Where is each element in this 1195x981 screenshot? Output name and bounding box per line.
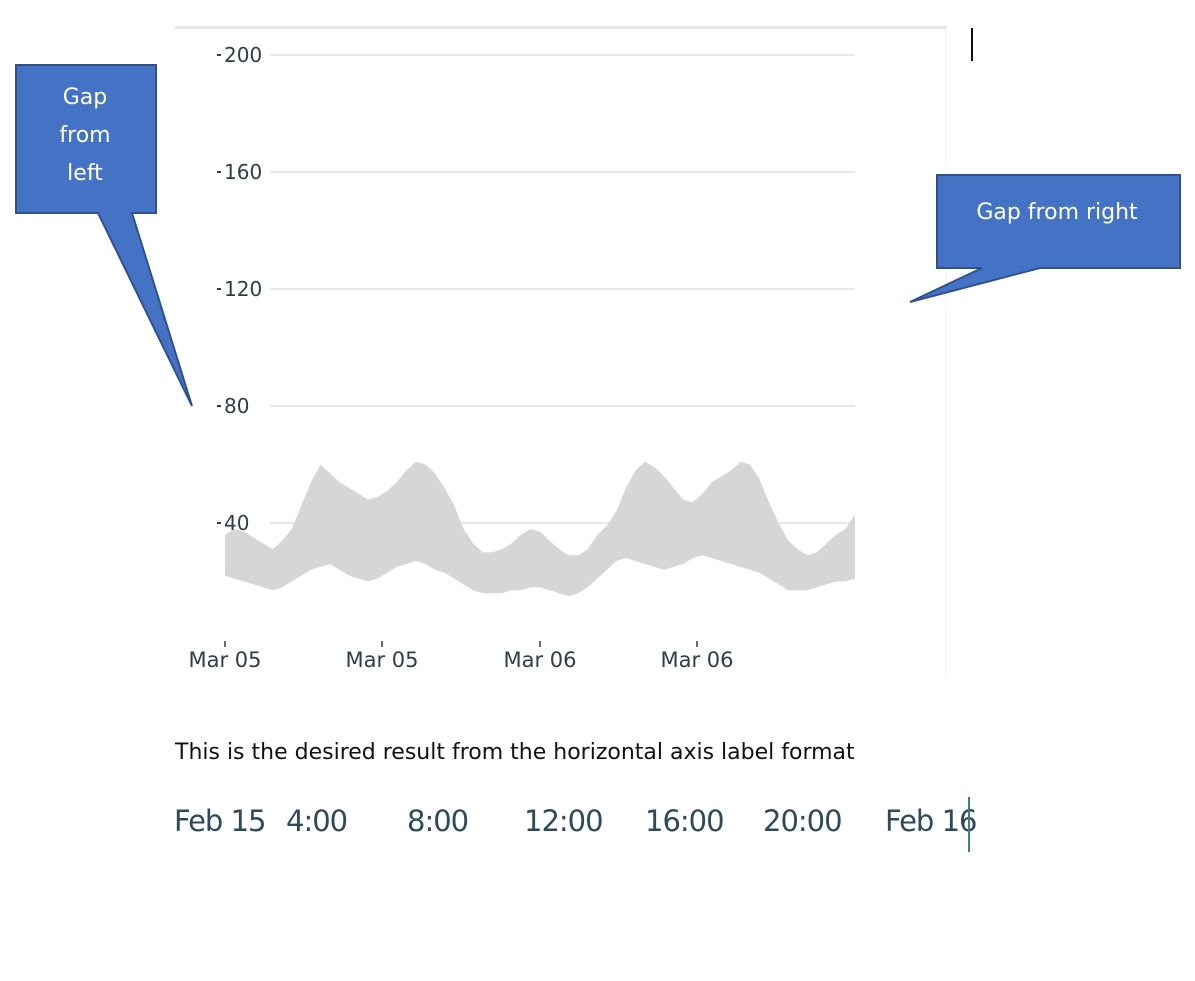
callout-left-line-3: left bbox=[67, 161, 103, 186]
desired-label-1200: 12:00 bbox=[524, 804, 604, 838]
y-tick-label: 160 bbox=[224, 160, 262, 184]
text-cursor bbox=[971, 28, 973, 61]
callout-shape-right bbox=[909, 174, 1181, 303]
desired-label-0800: 8:00 bbox=[407, 804, 469, 838]
desired-axis-cursor bbox=[968, 797, 970, 852]
y-axis-ticks: 200 160 120 80 40 bbox=[217, 43, 262, 535]
desired-label-2000: 20:00 bbox=[763, 804, 843, 838]
x-tick-label: Mar 06 bbox=[660, 648, 733, 672]
y-tick-label: 80 bbox=[224, 394, 249, 418]
desired-label-1600: 16:00 bbox=[645, 804, 725, 838]
grid-lines bbox=[270, 54, 855, 524]
desired-label-feb15: Feb 15 bbox=[174, 804, 266, 838]
chart-top-border bbox=[175, 26, 947, 29]
callout-right-text: Gap from right bbox=[976, 200, 1138, 225]
data-band-layer bbox=[225, 461, 855, 597]
y-tick-label: 40 bbox=[224, 511, 249, 535]
gap-from-left-callout: Gap from left bbox=[15, 64, 193, 407]
x-tick-label: Mar 05 bbox=[345, 648, 418, 672]
callout-left-line-1: Gap bbox=[63, 85, 108, 110]
x-tick-label: Mar 06 bbox=[503, 648, 576, 672]
callout-left-line-2: from bbox=[59, 123, 110, 148]
y-tick-label: 200 bbox=[224, 43, 262, 67]
desired-label-feb16: Feb 16 bbox=[885, 804, 977, 838]
x-tick-label: Mar 05 bbox=[188, 648, 261, 672]
y-tick-label: 120 bbox=[224, 277, 262, 301]
x-axis-ticks: Mar 05 Mar 05 Mar 06 Mar 06 bbox=[188, 641, 734, 672]
desired-label-0400: 4:00 bbox=[286, 804, 348, 838]
caption-text: This is the desired result from the hori… bbox=[175, 740, 855, 765]
gap-from-right-callout: Gap from right bbox=[909, 174, 1181, 303]
callout-shape-left bbox=[15, 64, 193, 407]
data-band bbox=[225, 461, 855, 597]
